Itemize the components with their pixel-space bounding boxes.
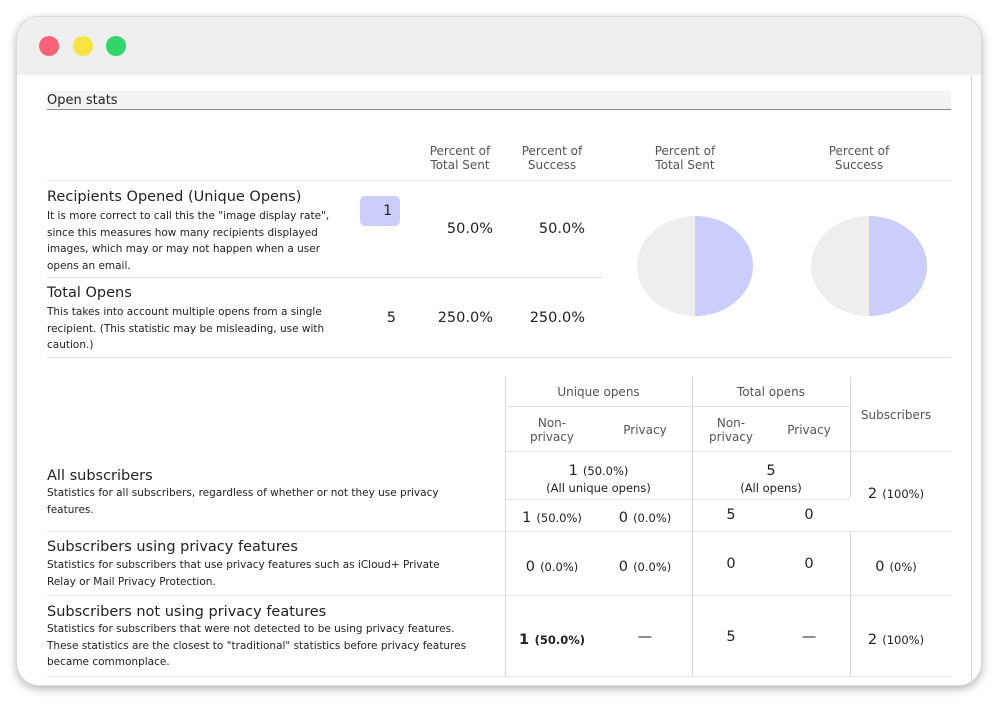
unique-opens-count-badge[interactable]: 1	[360, 196, 400, 226]
row-title-privacy-users: Subscribers using privacy features	[47, 539, 298, 555]
page-content: Open stats Percent of Total Sent Percent…	[17, 75, 972, 685]
header-unique-privacy: Privacy	[623, 423, 667, 437]
all-total-non-privacy: 5	[726, 507, 736, 523]
non-privacy-unique-non-privacy: 1 (50.0%)	[518, 632, 586, 648]
minimize-window-button[interactable]	[73, 36, 93, 56]
browser-window: Open stats Percent of Total Sent Percent…	[17, 17, 981, 685]
row-desc-all-subscribers: Statistics for all subscribers, regardle…	[47, 487, 439, 516]
row-title-unique-opens: Recipients Opened (Unique Opens)	[47, 189, 302, 205]
row-desc-privacy-users: Statistics for subscribers that use priv…	[47, 559, 440, 588]
all-opens-total: 5 (All opens)	[740, 463, 802, 495]
non-privacy-unique-privacy: —	[637, 629, 653, 645]
header-unique-non-privacy: Non- privacy	[529, 416, 575, 444]
header-total-privacy: Privacy	[787, 423, 831, 437]
unique-opens-percent-success: 50.0%	[538, 221, 585, 237]
non-privacy-total-non-privacy: 5	[726, 629, 736, 645]
privacy-total-privacy: 0	[804, 556, 814, 572]
all-unique-privacy: 0 (0.0%)	[618, 510, 672, 526]
window-titlebar	[17, 17, 981, 75]
privacy-unique-non-privacy: 0 (0.0%)	[525, 559, 579, 575]
close-window-button[interactable]	[39, 36, 59, 56]
row-title-non-privacy-users: Subscribers not using privacy features	[47, 604, 327, 620]
row-title-all-subscribers: All subscribers	[47, 468, 153, 484]
total-opens-percent-total-sent: 250.0%	[437, 310, 493, 326]
col-header-pie-success: Percent of Success	[828, 144, 890, 172]
col-header-percent-success: Percent of Success	[521, 144, 583, 172]
pie-success-filled-slice	[869, 216, 927, 316]
non-privacy-total-privacy: —	[801, 629, 817, 645]
pie-chart-percent-total-sent	[637, 216, 753, 316]
row-desc-unique-opens: It is more correct to call this the "ima…	[47, 210, 330, 272]
row-desc-non-privacy-users: Statistics for subscribers that were not…	[47, 623, 467, 668]
header-unique-opens: Unique opens	[557, 385, 640, 399]
non-privacy-subscribers-count: 2 (100%)	[867, 632, 925, 648]
all-unique-opens-total: 1 (50.0%) (All unique opens)	[546, 463, 651, 495]
privacy-total-non-privacy: 0	[726, 556, 736, 572]
total-opens-count: 5	[386, 310, 396, 326]
pie-chart-percent-success	[811, 216, 927, 316]
row-desc-total-opens: This takes into account multiple opens f…	[47, 306, 325, 351]
all-unique-non-privacy: 1 (50.0%)	[522, 510, 582, 526]
section-title-open-stats: Open stats	[47, 91, 951, 110]
total-opens-percent-success: 250.0%	[529, 310, 585, 326]
row-title-total-opens: Total Opens	[47, 285, 132, 301]
pie-total-sent-filled-slice	[695, 216, 753, 316]
all-total-privacy: 0	[804, 507, 814, 523]
all-subscribers-count: 2 (100%)	[867, 486, 925, 502]
privacy-subscribers-count: 0 (0%)	[875, 559, 917, 575]
header-subscribers: Subscribers	[860, 408, 932, 422]
col-header-pie-total-sent: Percent of Total Sent	[654, 144, 716, 172]
unique-opens-percent-total-sent: 50.0%	[446, 221, 493, 237]
privacy-unique-privacy: 0 (0.0%)	[618, 559, 672, 575]
col-header-percent-total-sent: Percent of Total Sent	[429, 144, 491, 172]
maximize-window-button[interactable]	[106, 36, 126, 56]
header-total-non-privacy: Non- privacy	[708, 416, 754, 444]
header-total-opens: Total opens	[736, 385, 806, 399]
